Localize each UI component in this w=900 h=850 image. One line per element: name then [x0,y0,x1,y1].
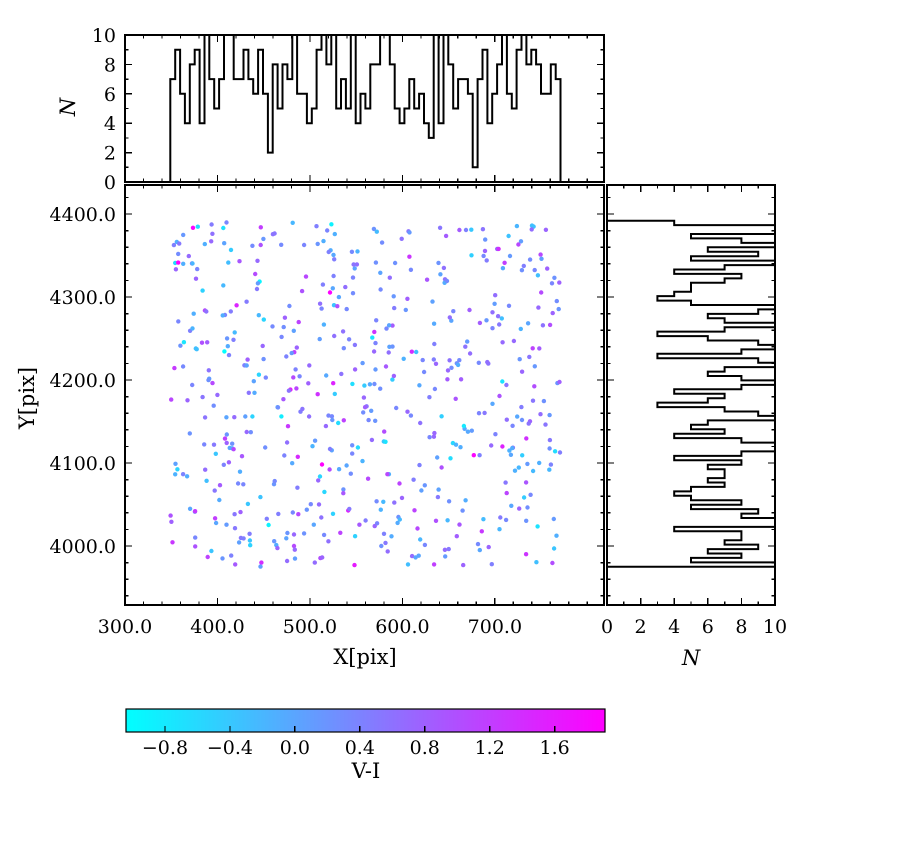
svg-text:400.0: 400.0 [190,616,244,638]
svg-text:8: 8 [104,54,116,76]
scatter-points [168,220,563,569]
colorbar-gradient [125,708,606,733]
svg-text:4200.0: 4200.0 [50,370,116,392]
svg-text:6: 6 [104,84,116,106]
svg-text:0.8: 0.8 [410,737,440,759]
svg-text:8: 8 [735,616,747,638]
svg-text:700.0: 700.0 [468,616,522,638]
svg-text:4400.0: 4400.0 [50,204,116,226]
svg-text:0: 0 [601,616,613,638]
svg-text:4000.0: 4000.0 [50,536,116,558]
top-histogram-path [169,35,562,182]
svg-text:2: 2 [635,616,647,638]
svg-text:0.0: 0.0 [280,737,310,759]
colorbar-label: V-I [351,759,381,783]
svg-text:10: 10 [763,616,787,638]
svg-text:−0.4: −0.4 [207,737,253,759]
svg-text:0: 0 [104,172,116,194]
svg-text:4300.0: 4300.0 [50,287,116,309]
svg-text:6: 6 [702,616,714,638]
svg-text:500.0: 500.0 [283,616,337,638]
svg-text:−0.8: −0.8 [142,737,188,759]
colorbar [125,708,606,733]
right-hist-x-axis-label: N [681,646,701,670]
svg-text:1.2: 1.2 [475,737,505,759]
y-axis-label: Y[pix] [15,366,39,430]
axis-ticks [124,34,776,605]
svg-text:1.6: 1.6 [540,737,570,759]
right-histogram-path [607,219,775,568]
svg-text:10: 10 [92,25,116,47]
top-hist-y-axis-label: N [56,97,80,117]
x-axis-label: X[pix] [333,645,397,669]
svg-text:0.4: 0.4 [345,737,375,759]
svg-text:4: 4 [668,616,680,638]
svg-text:300.0: 300.0 [98,616,152,638]
tick-labels: 300.0 400.0 500.0 600.0 700.04000.04100.0420… [50,25,788,759]
svg-text:4100.0: 4100.0 [50,453,116,475]
svg-text:600.0: 600.0 [375,616,429,638]
svg-text:2: 2 [104,143,116,165]
svg-text:4: 4 [104,113,116,135]
